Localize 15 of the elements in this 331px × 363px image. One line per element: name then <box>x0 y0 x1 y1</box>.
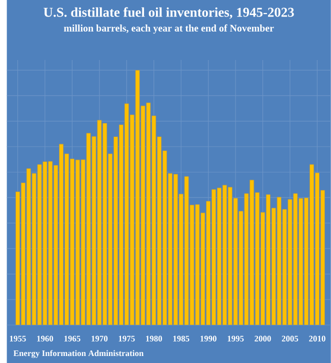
x-tick-label: 2005 <box>282 336 298 342</box>
chart-title: U.S. distillate fuel oil inventories, 1945-2023 <box>44 7 294 19</box>
x-tick-label: 1985 <box>173 336 190 342</box>
x-tick-label: 1980 <box>146 336 162 342</box>
x-tick-label: 1965 <box>64 336 80 342</box>
x-tick-label: 2000 <box>254 336 271 342</box>
x-tick-label: 2010 <box>309 336 326 342</box>
x-tick-label: 1995 <box>228 336 244 342</box>
text: Energy Information Administration <box>13 350 144 358</box>
x-tick-label: 1955 <box>10 336 26 342</box>
x-tick-label: 1990 <box>200 336 216 342</box>
x-tick-label: 1975 <box>118 336 135 342</box>
x-tick-label: 1970 <box>92 336 108 342</box>
x-tick-label: 1960 <box>37 336 54 342</box>
chart-subtitle: million barrels, each year at the end of November <box>64 24 274 34</box>
